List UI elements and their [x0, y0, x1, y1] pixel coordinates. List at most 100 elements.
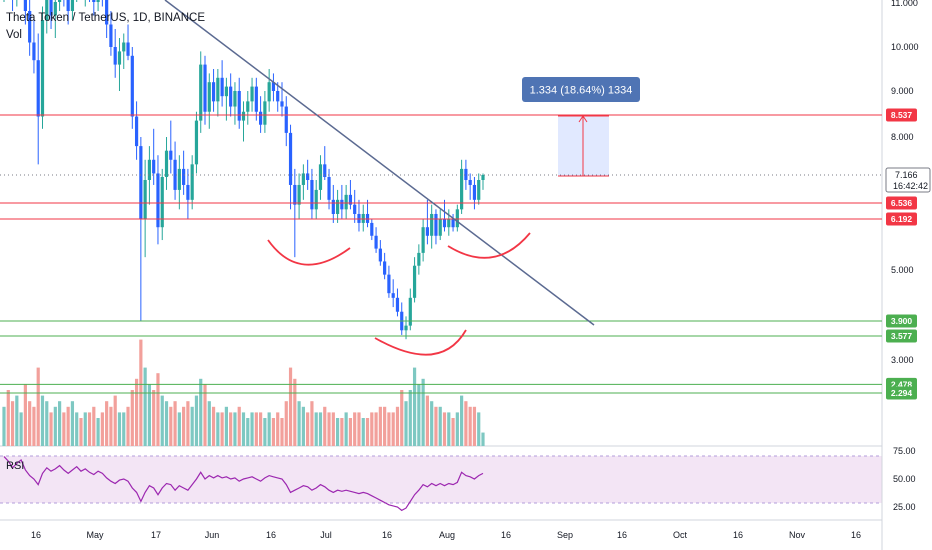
resistance-badge-text: 8.537 [891, 110, 913, 120]
candle [417, 244, 421, 275]
candle [404, 316, 408, 340]
candle-body [472, 184, 477, 200]
volume-bar [288, 367, 293, 446]
candle [254, 77, 258, 121]
candle-body [395, 297, 400, 312]
candle-body [259, 111, 263, 125]
volume-bar [10, 401, 15, 446]
candle-body [109, 24, 113, 47]
candle-body [361, 213, 365, 223]
candle [442, 199, 447, 232]
candle-body [199, 64, 203, 121]
candle [314, 180, 318, 219]
volume-bar [391, 412, 395, 446]
volume-bar [70, 401, 75, 446]
volume-bar [182, 406, 186, 446]
volume-bar [216, 412, 220, 446]
candle [468, 173, 472, 200]
candle [464, 159, 468, 190]
volume-label[interactable]: Vol [6, 29, 22, 41]
candle-body [70, 0, 75, 11]
rsi-line [3, 456, 484, 512]
price-tick-label: 3.000 [891, 355, 914, 365]
rsi-axis[interactable]: 75.00 50.00 25.00 [893, 446, 916, 512]
volume-bar [271, 418, 276, 446]
candle [156, 155, 160, 245]
volume-bar [250, 412, 254, 446]
volume-bar [45, 401, 49, 446]
candle [143, 159, 147, 258]
candle-body [177, 168, 181, 190]
price-tick-label: 10.000 [891, 42, 919, 52]
time-axis[interactable]: 16 May 17 Jun 16 Jul 16 Aug 16 Sep 16 Oct 16 Nov 16 [31, 530, 861, 540]
candles [3, 0, 485, 340]
volume-bar [297, 401, 301, 446]
volume-bar [280, 418, 284, 446]
candle [182, 150, 186, 195]
candle [276, 82, 280, 112]
candle [455, 204, 459, 232]
volume-bar [267, 412, 271, 446]
volume-bar [220, 412, 224, 446]
candle-body [370, 222, 374, 236]
candle-body [293, 184, 297, 205]
candle [220, 60, 224, 107]
head-curve[interactable] [374, 329, 467, 356]
candle [207, 73, 211, 129]
volume-bar [173, 401, 177, 446]
candle-body [383, 261, 387, 275]
volume-bar [109, 406, 113, 446]
candle-body [481, 175, 485, 180]
candle [53, 0, 57, 38]
candle-body [169, 150, 173, 160]
candle-body [284, 106, 288, 133]
countdown-text: 16:42:42 [893, 181, 928, 191]
volume-bar [147, 384, 152, 446]
right-shoulder-curve[interactable] [447, 232, 531, 259]
volume-bar [57, 401, 62, 446]
candle [49, 0, 53, 29]
candle-body [164, 150, 169, 177]
candle-body [310, 180, 314, 210]
candle [84, 0, 86, 7]
candle-body [344, 194, 348, 210]
candle [378, 240, 382, 266]
candle-body [365, 213, 370, 223]
time-tick-label: Aug [439, 530, 455, 540]
candle [451, 213, 455, 232]
candle-body [430, 213, 434, 236]
volume-bar [96, 418, 100, 446]
candle-body [28, 11, 32, 43]
candle-body [271, 82, 276, 91]
symbol-title[interactable]: Theta Token / TetherUS, 1D, BINANCE [6, 12, 205, 24]
volume-bar [122, 412, 126, 446]
candle [310, 168, 314, 219]
volume-bars [2, 339, 485, 446]
candle-body [246, 101, 250, 112]
candle [374, 227, 378, 253]
candle-body [190, 164, 194, 200]
volume-bar [353, 412, 357, 446]
left-shoulder-curve[interactable] [267, 239, 351, 266]
descending-trendline[interactable] [164, 0, 595, 326]
candle [472, 176, 477, 210]
rsi-label[interactable]: RSI [6, 460, 25, 472]
candle-body [477, 180, 481, 200]
measure-tool[interactable]: 1.334 (18.64%) 1334 [522, 77, 640, 177]
candle-body [425, 227, 430, 236]
volume-bar [160, 395, 164, 446]
volume-bar [164, 401, 169, 446]
volume-bar [455, 412, 459, 446]
volume-bar [177, 412, 181, 446]
candle-body [182, 168, 186, 185]
volume-bar [233, 412, 237, 446]
resistance-badge [886, 196, 917, 210]
volume-bar [421, 378, 425, 446]
candle-body [186, 184, 190, 200]
candle-body [96, 0, 100, 2]
volume-bar [383, 406, 387, 446]
support-badge [886, 386, 917, 400]
volume-bar [241, 412, 246, 446]
volume-bar [186, 401, 190, 446]
